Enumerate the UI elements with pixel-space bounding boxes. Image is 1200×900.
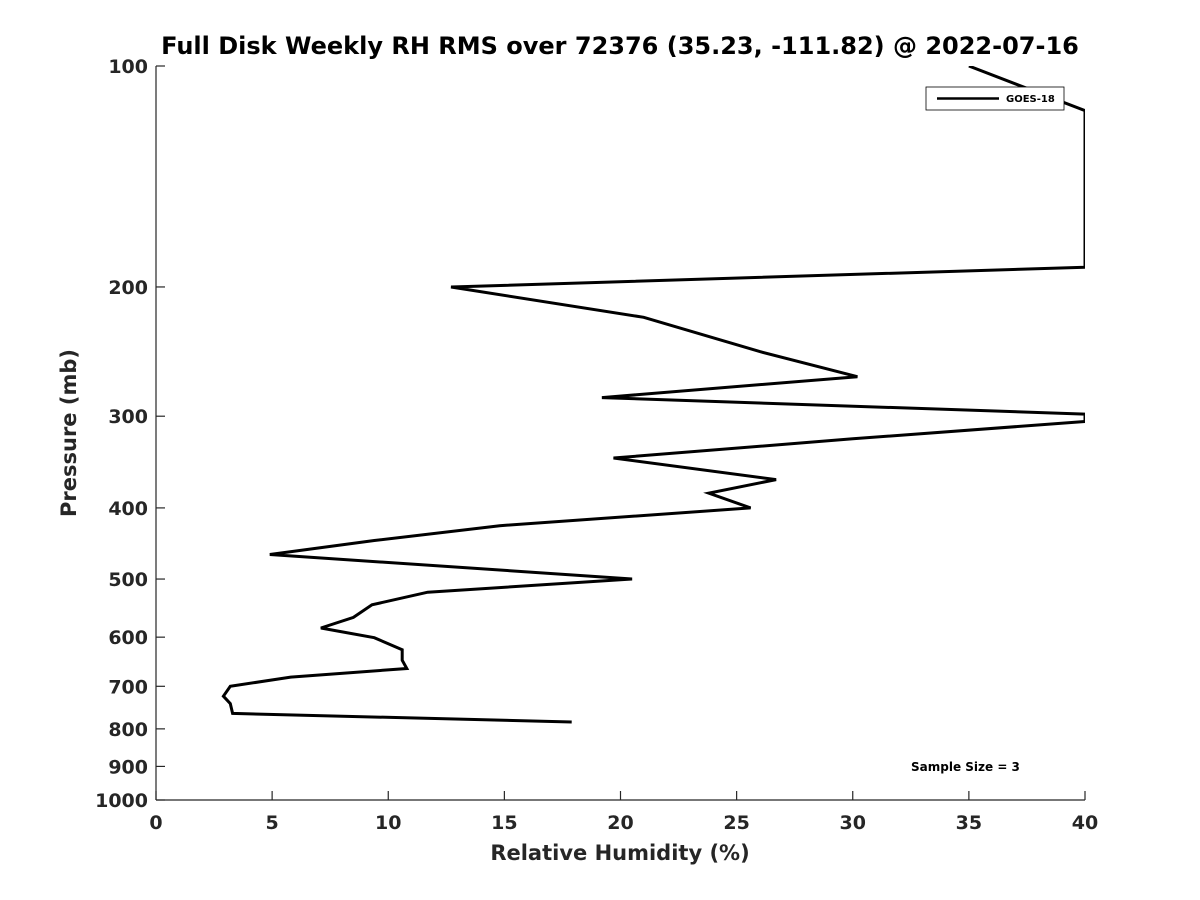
x-tick-label: 5 <box>266 812 279 834</box>
series-line-goes-18 <box>221 66 1085 724</box>
y-axis-ticks: 100 200 300 400 500 600 700 800 900 1000 <box>95 56 165 812</box>
x-tick-label: 25 <box>723 812 749 834</box>
y-tick-label: 900 <box>108 756 148 778</box>
y-tick-label: 400 <box>108 498 148 520</box>
x-tick-label: 40 <box>1072 812 1098 834</box>
x-tick-label: 15 <box>491 812 517 834</box>
x-tick-label: 35 <box>956 812 982 834</box>
y-tick-label: 200 <box>108 277 148 299</box>
legend: GOES-18 <box>925 86 1065 111</box>
y-tick-label: 100 <box>108 56 148 78</box>
sample-size-annotation: Sample Size = 3 <box>911 760 1020 774</box>
y-axis-label: Pressure (mb) <box>57 349 81 517</box>
x-tick-label: 0 <box>149 812 162 834</box>
series-layer <box>221 66 1085 724</box>
legend-label-goes-18: GOES-18 <box>1006 94 1055 105</box>
y-tick-label: 700 <box>108 676 148 698</box>
y-tick-label: 800 <box>108 719 148 741</box>
x-axis-label: Relative Humidity (%) <box>490 841 749 865</box>
x-tick-label: 20 <box>607 812 633 834</box>
x-tick-label: 30 <box>840 812 866 834</box>
x-tick-label: 10 <box>375 812 401 834</box>
chart-title: Full Disk Weekly RH RMS over 72376 (35.2… <box>161 32 1079 60</box>
y-tick-label: 500 <box>108 569 148 591</box>
y-tick-label: 600 <box>108 627 148 649</box>
y-tick-label: 1000 <box>95 790 148 812</box>
y-tick-label: 300 <box>108 406 148 428</box>
x-axis-ticks: 0 5 10 15 20 25 30 35 40 <box>149 791 1098 834</box>
